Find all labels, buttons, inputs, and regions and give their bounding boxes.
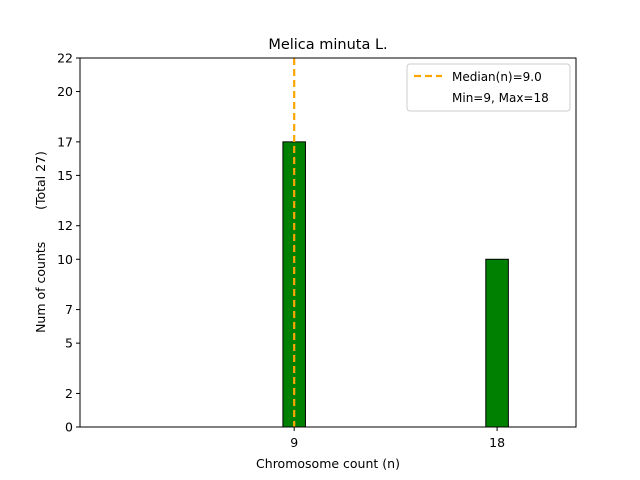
bar-18 xyxy=(485,258,509,428)
y-axis: 0 2 5 7 10 12 15 17 20 22 xyxy=(57,51,80,435)
legend-entry-median: Median(n)=9.0 xyxy=(452,70,542,84)
legend: Median(n)=9.0 Min=9, Max=18 xyxy=(406,63,571,112)
x-axis: 9 18 xyxy=(290,427,505,450)
y-tick-label-12: 12 xyxy=(57,218,73,233)
y-axis-label: Num of counts (Total 27) xyxy=(33,151,48,333)
chart-title: Melica minuta L. xyxy=(268,37,387,53)
y-tick-label-2: 2 xyxy=(65,386,73,401)
y-tick-label-10: 10 xyxy=(57,252,73,267)
x-axis-label: Chromosome count (n) xyxy=(256,456,400,471)
y-tick-label-20: 20 xyxy=(57,84,73,99)
x-tick-label-18: 18 xyxy=(489,435,505,450)
y-tick-label-5: 5 xyxy=(65,336,73,351)
x-tick-label-9: 9 xyxy=(290,435,298,450)
y-tick-label-15: 15 xyxy=(57,168,73,183)
y-tick-label-22: 22 xyxy=(57,51,73,66)
legend-entry-minmax: Min=9, Max=18 xyxy=(452,91,549,105)
bars-layer xyxy=(282,141,509,428)
y-tick-label-0: 0 xyxy=(65,420,73,435)
y-tick-label-17: 17 xyxy=(57,134,73,149)
plot-frame xyxy=(79,57,577,428)
legend-box xyxy=(406,63,571,112)
y-tick-label-7: 7 xyxy=(65,302,73,317)
